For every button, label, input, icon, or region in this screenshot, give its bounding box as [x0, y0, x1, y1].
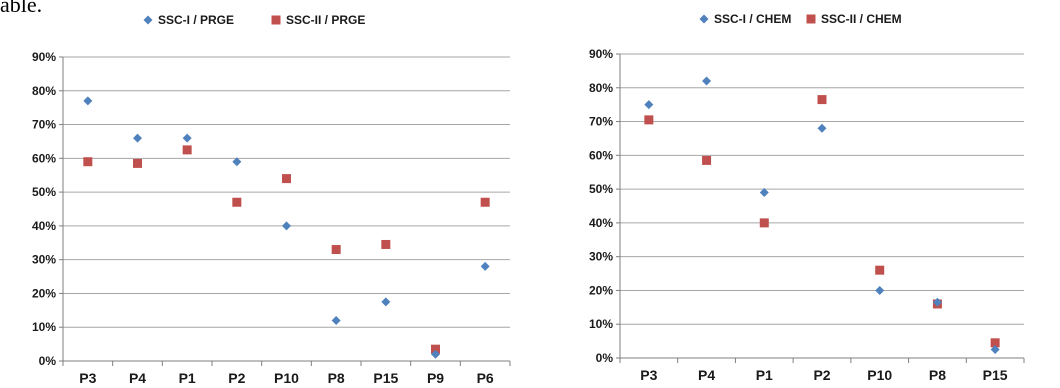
data-point-ssc-ii-chem: [817, 95, 827, 105]
x-tick-label-p8: P8: [929, 367, 946, 383]
data-point-ssc-i-prge: [331, 315, 341, 325]
y-tick-label: 10%: [32, 320, 56, 334]
data-point-ssc-ii-prge: [381, 239, 391, 249]
x-tick-label-p8: P8: [328, 370, 345, 386]
y-tick-label: 70%: [32, 118, 56, 132]
data-point-ssc-i-prge: [133, 133, 142, 143]
y-tick-label: 0%: [39, 354, 57, 368]
paragraph-fragment: able.: [0, 0, 43, 17]
y-tick-label: 30%: [32, 253, 56, 267]
y-tick-label: 80%: [32, 84, 56, 98]
x-tick-label-p4: P4: [698, 367, 715, 383]
legend-marker-square: [271, 15, 281, 25]
data-point-ssc-ii-chem: [702, 155, 712, 165]
data-point-ssc-ii-prge: [282, 174, 291, 184]
legend-entry: SSC-I / CHEM: [714, 12, 791, 26]
data-point-ssc-ii-chem: [990, 338, 1000, 348]
data-point-ssc-i-chem: [702, 76, 712, 86]
data-point-ssc-i-chem: [817, 123, 827, 133]
x-tick-label-p3: P3: [640, 367, 657, 383]
y-tick-label: 90%: [589, 47, 613, 61]
y-tick-label: 50%: [32, 185, 56, 199]
legend-entry: SSC-I / PRGE: [158, 13, 234, 27]
data-point-ssc-ii-prge: [480, 197, 490, 207]
data-point-ssc-i-chem: [759, 187, 769, 197]
x-tick-label-p2: P2: [228, 370, 245, 386]
x-tick-label-p15: P15: [373, 370, 398, 386]
data-point-ssc-ii-chem: [759, 218, 769, 228]
data-point-ssc-ii-prge: [232, 197, 242, 207]
data-point-ssc-ii-prge: [331, 245, 341, 255]
legend-marker-square: [806, 14, 816, 24]
prge-scatter-chart: 0% 10% 20% 30% 40% 50% 60% 70% 80% 90% P3 P4 P1 P2 P10…: [32, 13, 511, 386]
data-point-ssc-ii-prge: [431, 344, 440, 354]
data-point-ssc-i-chem: [932, 297, 942, 307]
data-point-ssc-ii-prge: [83, 157, 93, 167]
y-tick-label: 90%: [32, 50, 56, 64]
y-tick-label: 70%: [589, 115, 613, 129]
y-tick-label: 40%: [32, 219, 56, 233]
x-tick-label-p9: P9: [427, 370, 444, 386]
x-tick-label-p1: P1: [756, 367, 773, 383]
data-point-ssc-ii-prge: [182, 145, 192, 155]
legend-entry: SSC-II / CHEM: [821, 12, 902, 26]
y-tick-label: 10%: [589, 317, 613, 331]
y-tick-label: 80%: [589, 81, 613, 95]
data-point-ssc-ii-prge: [133, 158, 142, 168]
data-point-ssc-i-chem: [875, 285, 885, 295]
legend-marker-diamond: [143, 15, 153, 25]
x-tick-label-p6: P6: [477, 370, 494, 386]
data-point-ssc-ii-chem: [875, 265, 885, 275]
legend-marker-diamond: [699, 14, 709, 24]
x-tick-label-p4: P4: [129, 370, 146, 386]
data-point-ssc-i-prge: [480, 261, 490, 271]
x-tick-label-p3: P3: [79, 370, 96, 386]
data-point-ssc-i-chem: [990, 345, 1000, 355]
data-point-ssc-i-prge: [282, 221, 291, 231]
y-tick-label: 50%: [589, 182, 613, 196]
x-tick-label-p2: P2: [813, 367, 830, 383]
y-tick-label: 20%: [589, 283, 613, 297]
data-point-ssc-i-prge: [381, 297, 391, 307]
data-point-ssc-ii-chem: [644, 115, 654, 125]
y-tick-label: 0%: [596, 351, 614, 365]
x-tick-label-p10: P10: [867, 367, 892, 383]
y-tick-label: 20%: [32, 286, 56, 300]
x-tick-label-p1: P1: [179, 370, 196, 386]
data-point-ssc-i-prge: [232, 157, 242, 167]
y-tick-label: 40%: [589, 216, 613, 230]
data-point-ssc-i-chem: [644, 100, 654, 110]
y-tick-label: 60%: [589, 148, 613, 162]
legend-entry: SSC-II / PRGE: [286, 13, 365, 27]
y-tick-label: 60%: [32, 151, 56, 165]
x-tick-label-p15: P15: [983, 367, 1008, 383]
data-point-ssc-i-prge: [431, 349, 440, 359]
data-point-ssc-i-prge: [83, 96, 93, 106]
x-tick-label-p10: P10: [274, 370, 299, 386]
data-point-ssc-i-prge: [182, 133, 192, 143]
chem-scatter-chart: 0% 10% 20% 30% 40% 50% 60% 70% 80% 90% P3 P4 P1 P2 P10…: [589, 12, 1025, 383]
y-tick-label: 30%: [589, 250, 613, 264]
